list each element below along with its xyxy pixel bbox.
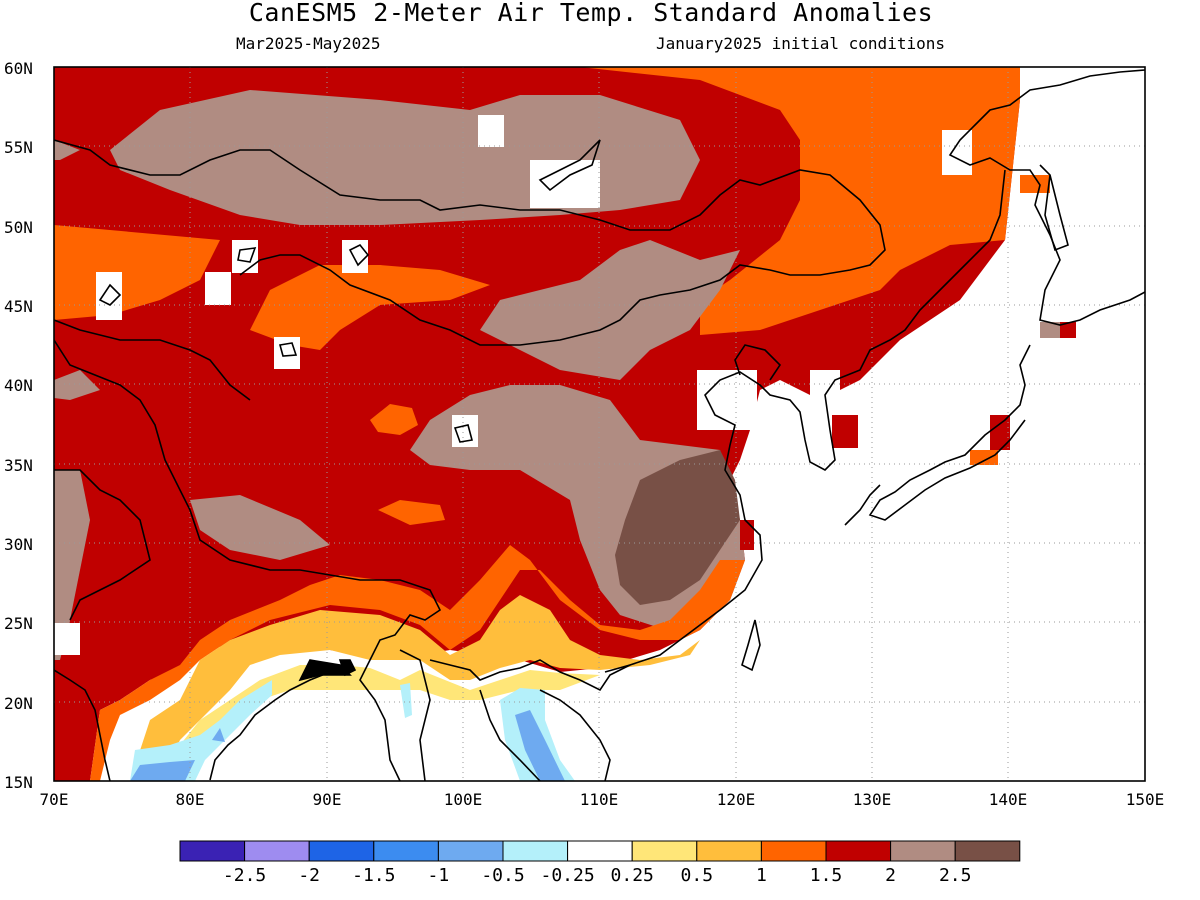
colorbar-swatch	[373, 840, 439, 862]
anomaly-area-max	[615, 450, 740, 605]
colorbar-label: 1.5	[810, 865, 843, 886]
colorbar-label: -1	[428, 865, 450, 886]
colorbar-swatch	[567, 840, 633, 862]
lat-tick-30n: 30N	[4, 535, 33, 554]
colorbar-label: 1	[756, 865, 767, 886]
colorbar-swatch	[696, 840, 762, 862]
longitude-tick-labels: 70E 80E 90E 100E 110E 120E 130E 140E 150…	[40, 790, 1165, 809]
gridlines	[54, 67, 1145, 781]
colorbar-label: -2.5	[223, 865, 266, 886]
colorbar: -2.5 -2 -1.5 -1 -0.5 -0.25 0.25 0.5 1 1.5 2 2.5	[179, 840, 1021, 886]
colorbar-swatch	[502, 840, 569, 862]
colorbar-swatch	[631, 840, 698, 862]
lon-tick-130e: 130E	[853, 790, 892, 809]
coastlines-borders	[54, 69, 1145, 781]
colorbar-swatch	[954, 840, 1021, 862]
colorbar-label: 2	[885, 865, 896, 886]
lon-tick-140e: 140E	[989, 790, 1028, 809]
anomaly-area-neg-0p5	[130, 680, 272, 781]
colorbar-label: -0.5	[481, 865, 524, 886]
lat-tick-40n: 40N	[4, 376, 33, 395]
lat-tick-15n: 15N	[4, 773, 33, 792]
lat-tick-50n: 50N	[4, 218, 33, 237]
colorbar-label: 2.5	[939, 865, 972, 886]
lon-tick-100e: 100E	[444, 790, 483, 809]
lat-tick-45n: 45N	[4, 297, 33, 316]
lon-tick-80e: 80E	[176, 790, 205, 809]
colorbar-swatch	[179, 840, 246, 862]
colorbar-label: -2	[298, 865, 320, 886]
colorbar-swatch	[760, 840, 827, 862]
map-frame	[53, 66, 1146, 782]
initial-conditions: January2025 initial conditions	[656, 34, 945, 53]
map-title: CanESM5 2-Meter Air Temp. Standard Anoma…	[248, 0, 934, 27]
lat-tick-55n: 55N	[4, 138, 33, 157]
colorbar-label: -1.5	[352, 865, 395, 886]
missing-data-cells	[54, 115, 972, 655]
latitude-tick-labels: 60N 55N 50N 45N 40N 35N 30N 25N 20N 15N	[4, 59, 33, 792]
anomaly-field	[54, 67, 1145, 781]
anomaly-area-1p5-north	[580, 67, 1020, 335]
colorbar-swatch	[825, 840, 892, 862]
colorbar-swatch	[308, 840, 375, 862]
colorbar-label: 0.25	[611, 865, 654, 886]
forecast-period: Mar2025-May2025	[236, 34, 381, 53]
lon-tick-110e: 110E	[580, 790, 619, 809]
lat-tick-60n: 60N	[4, 59, 33, 78]
lon-tick-120e: 120E	[717, 790, 756, 809]
colorbar-swatch	[437, 840, 504, 862]
lon-tick-90e: 90E	[313, 790, 342, 809]
lat-tick-25n: 25N	[4, 614, 33, 633]
colorbar-swatch	[890, 840, 956, 862]
anomaly-area-1p5-west	[54, 225, 220, 320]
lat-tick-20n: 20N	[4, 694, 33, 713]
colorbar-label: -0.25	[541, 865, 595, 886]
lon-tick-70e: 70E	[40, 790, 69, 809]
anomaly-area-1p5-south	[54, 545, 745, 781]
colorbar-swatch	[244, 840, 310, 862]
lon-tick-150e: 150E	[1126, 790, 1165, 809]
colorbar-label: 0.5	[681, 865, 714, 886]
lat-tick-35n: 35N	[4, 456, 33, 475]
